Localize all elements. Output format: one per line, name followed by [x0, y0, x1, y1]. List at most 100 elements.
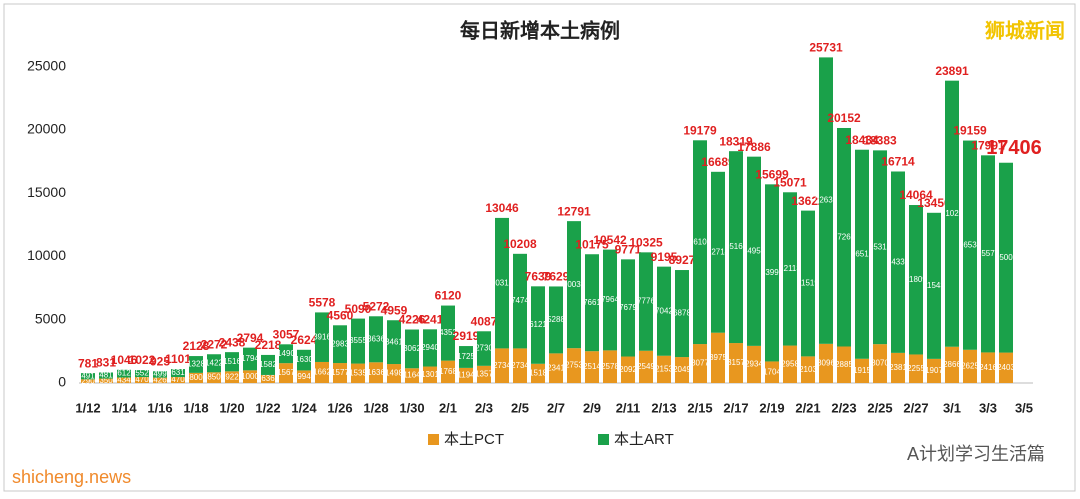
- segment-label: 21025: [941, 209, 964, 218]
- bar-segment: [855, 358, 869, 383]
- segment-label: 3636: [367, 334, 385, 343]
- bar-segment: [459, 367, 473, 383]
- bar-segment: [171, 377, 185, 383]
- segment-label: 2049: [673, 365, 691, 374]
- segment-label: 7679: [619, 303, 637, 312]
- segment-label: 16534: [959, 240, 982, 249]
- bar-segment: [531, 363, 545, 383]
- total-label: 9771: [615, 243, 642, 257]
- x-tick-label: 3/3: [979, 400, 997, 415]
- bar-segment: [117, 369, 131, 378]
- bar-segment: [81, 379, 95, 383]
- segment-label: 1164: [403, 371, 421, 380]
- segment-label: 2381: [889, 363, 907, 372]
- segment-label: 4352: [439, 328, 457, 337]
- x-tick-label: 1/22: [255, 400, 280, 415]
- bar-segment: [189, 356, 203, 373]
- x-tick-label: 2/27: [903, 400, 928, 415]
- bar-segment: [513, 348, 527, 383]
- total-label: 15071: [773, 175, 807, 189]
- total-label: 23891: [935, 64, 969, 78]
- segment-label: 1636: [367, 368, 385, 377]
- bar-segment: [333, 363, 347, 383]
- y-tick-label: 25000: [27, 57, 66, 73]
- bar-segment: [765, 361, 779, 383]
- bar-segment: [693, 344, 707, 383]
- watermark: shicheng.news: [12, 467, 131, 487]
- segment-label: 2578: [601, 362, 619, 371]
- segment-label: 6878: [673, 309, 691, 318]
- x-tick-label: 2/9: [583, 400, 601, 415]
- segment-label: 636: [261, 374, 275, 383]
- bar-segment: [657, 266, 671, 356]
- bar-segment: [81, 373, 95, 380]
- total-label: 9195: [651, 250, 678, 264]
- segment-label: 22635: [815, 196, 838, 205]
- x-tick-label: 2/7: [547, 400, 565, 415]
- segment-label: 3157: [727, 358, 745, 367]
- bar-segment: [621, 259, 635, 357]
- bar-segment: [747, 345, 761, 383]
- bar-segment: [153, 371, 167, 378]
- segment-label: 1662: [313, 368, 331, 377]
- bar-segment: [819, 57, 833, 344]
- total-label: 16714: [881, 155, 915, 169]
- segment-label: 2403: [997, 363, 1015, 372]
- total-label: 5578: [309, 296, 336, 310]
- segment-label: 15003: [995, 253, 1018, 262]
- total-label: 2128: [183, 339, 210, 353]
- legend-label: 本土ART: [614, 431, 674, 448]
- bar-segment: [549, 286, 563, 354]
- total-label: 2438: [219, 335, 246, 349]
- watermark: A计划学习生活篇: [907, 444, 1045, 464]
- bar-segment: [945, 80, 959, 347]
- segment-label: 1000: [241, 372, 259, 381]
- total-label: 10542: [593, 233, 627, 247]
- segment-label: 350: [99, 376, 113, 385]
- total-label: 2919: [453, 329, 480, 343]
- segment-label: 6121: [529, 320, 547, 329]
- segment-label: 2885: [835, 360, 853, 369]
- segment-label: 3062: [403, 344, 421, 353]
- total-label: 4241: [417, 313, 444, 327]
- bar-segment: [837, 346, 851, 383]
- segment-label: 2549: [637, 362, 655, 371]
- segment-label: 7964: [601, 295, 619, 304]
- bar-segment: [225, 352, 239, 372]
- bar-segment: [351, 363, 365, 383]
- segment-label: 3096: [817, 359, 835, 368]
- bar-segment: [819, 343, 833, 383]
- total-label: 10175: [575, 237, 609, 251]
- segment-label: 1907: [925, 366, 943, 375]
- segment-label: 1725: [457, 352, 475, 361]
- segment-label: 10312: [491, 278, 514, 287]
- bar-segment: [189, 372, 203, 383]
- total-label: 781: [78, 356, 98, 370]
- bar-segment: [279, 363, 293, 383]
- segment-label: 3070: [871, 359, 889, 368]
- x-tick-label: 2/17: [723, 400, 748, 415]
- x-tick-label: 2/23: [831, 400, 856, 415]
- bar-segment: [135, 377, 149, 383]
- bar-segment: [675, 270, 689, 358]
- segment-label: 499: [153, 370, 167, 379]
- x-tick-label: 1/28: [363, 400, 388, 415]
- bar-segment: [369, 316, 383, 363]
- bar-segment: [99, 372, 113, 379]
- segment-label: 2255: [907, 364, 925, 373]
- segment-label: 470: [135, 375, 149, 384]
- bar-segment: [621, 356, 635, 383]
- x-tick-label: 2/15: [687, 400, 712, 415]
- total-label: 14064: [899, 188, 933, 202]
- bar-segment: [405, 329, 419, 369]
- bar-segment: [279, 344, 293, 364]
- segment-label: 7474: [511, 296, 529, 305]
- bar-segment: [837, 127, 851, 347]
- x-tick-label: 2/1: [439, 400, 457, 415]
- bar-segment: [909, 205, 923, 355]
- segment-label: 11543: [923, 281, 945, 290]
- x-tick-label: 1/14: [111, 400, 137, 415]
- segment-label: 290: [81, 376, 95, 385]
- segment-label: 3975: [709, 353, 727, 362]
- segment-label: 434: [117, 375, 131, 384]
